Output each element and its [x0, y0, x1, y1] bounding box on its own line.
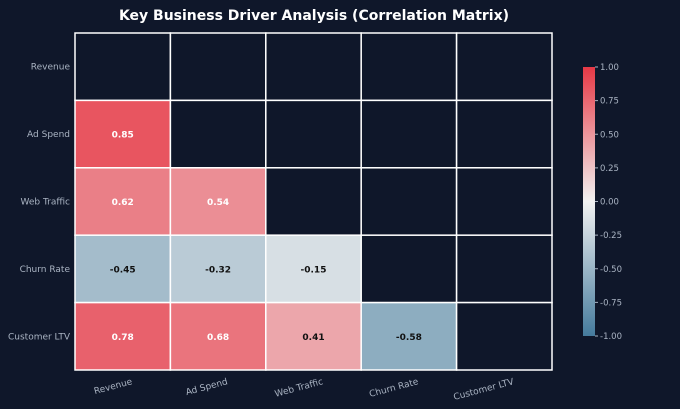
heatmap-cell-masked	[265, 32, 362, 102]
x-tick-label: Customer LTV	[453, 377, 516, 403]
chart-title: Key Business Driver Analysis (Correlatio…	[119, 8, 509, 24]
heatmap-cell-masked	[360, 32, 458, 102]
cell-value-label: 0.41	[302, 333, 324, 343]
colorbar-tick-label: -0.25	[600, 231, 622, 241]
y-tick-label: Ad Spend	[27, 130, 70, 140]
x-tick-label: Churn Rate	[368, 377, 420, 400]
heatmap-cell-masked	[360, 234, 458, 304]
y-tick-label: Churn Rate	[20, 265, 71, 275]
colorbar-tick-label: -0.50	[600, 265, 622, 275]
heatmap-cell-masked	[455, 301, 553, 371]
heatmap-cell-masked	[265, 167, 362, 236]
heatmap-cell	[360, 301, 458, 371]
heatmap-cell-masked	[74, 32, 172, 102]
heatmap-cell-masked	[169, 32, 267, 102]
cell-value-label: -0.45	[110, 265, 136, 275]
cell-value-label: -0.58	[396, 333, 422, 343]
heatmap-cell	[74, 301, 172, 371]
cell-value-label: 0.68	[207, 333, 229, 343]
heatmap-cell-masked	[265, 99, 362, 169]
cell-value-label: -0.32	[205, 265, 231, 275]
heatmap-cell-masked	[360, 167, 458, 236]
colorbar-tick-label: 0.00	[600, 198, 619, 208]
colorbar-gradient	[583, 67, 595, 336]
heatmap-cell	[74, 99, 172, 169]
x-axis-tick-labels: Revenue Ad Spend Web Traffic Churn Rate Cust…	[93, 377, 516, 403]
y-tick-label: Customer LTV	[8, 332, 71, 342]
heatmap-cell-masked	[455, 32, 553, 102]
colorbar-tick-label: -0.75	[600, 298, 622, 308]
y-tick-label: Web Traffic	[20, 198, 70, 208]
heatmap-cell	[265, 234, 362, 304]
colorbar-tick-label: 0.25	[600, 164, 619, 174]
x-tick-label: Web Traffic	[274, 377, 324, 399]
cell-value-label: 0.85	[112, 131, 134, 141]
cell-value-label: 0.62	[112, 198, 134, 208]
heatmap-cells: 0.85 0.62 0.54 -0.45 -0.32 -0.15 0.78 0.68 0.41 -…	[74, 32, 553, 371]
heatmap-cell-masked	[455, 234, 553, 304]
heatmap-cell	[169, 167, 267, 236]
heatmap-cell-masked	[169, 99, 267, 169]
cell-value-label: 0.78	[112, 333, 134, 343]
y-tick-label: Revenue	[31, 63, 71, 73]
heatmap-cell	[74, 167, 172, 236]
colorbar-tick-label: -1.00	[600, 332, 622, 342]
y-axis-tick-labels: Revenue Ad Spend Web Traffic Churn Rate Cust…	[8, 63, 71, 343]
colorbar: 1.00 0.75 0.50 0.25 0.00 -0.25 -0.50 -0.75 -1.00	[583, 63, 622, 342]
heatmap-cell	[169, 301, 267, 371]
heatmap-cell-masked	[455, 99, 553, 169]
heatmap-cell-masked	[360, 99, 458, 169]
colorbar-tick-label: 1.00	[600, 63, 619, 73]
cell-value-label: -0.15	[301, 265, 327, 275]
cell-value-label: 0.54	[207, 198, 229, 208]
colorbar-tick-label: 0.75	[600, 97, 619, 107]
colorbar-tick-label: 0.50	[600, 130, 619, 140]
x-tick-label: Ad Spend	[185, 377, 229, 398]
heatmap-cell	[265, 301, 362, 371]
x-tick-label: Revenue	[93, 377, 134, 397]
heatmap-cell-masked	[455, 167, 553, 236]
